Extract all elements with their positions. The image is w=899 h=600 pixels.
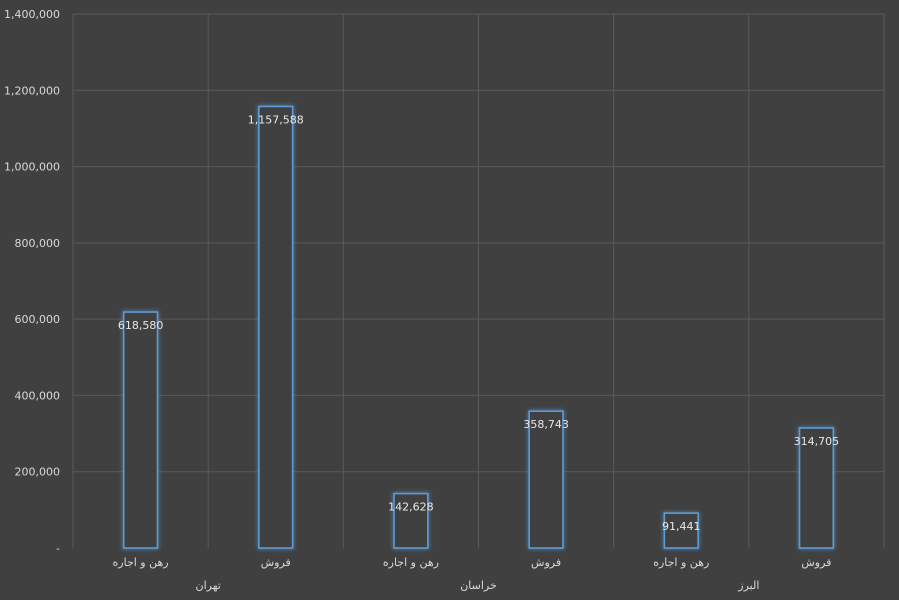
data-label: 358,743 — [523, 418, 569, 431]
data-label: 91,441 — [662, 520, 701, 533]
y-tick-label: - — [56, 542, 60, 555]
data-label: 1,157,588 — [248, 113, 304, 126]
data-label: 142,628 — [388, 501, 434, 514]
y-tick-label: 1,400,000 — [4, 8, 60, 21]
x-category-label: فروش — [261, 556, 291, 569]
x-group-label: تهران — [195, 579, 220, 592]
data-labels: 618,580 1,157,588 142,628 358,743 91,441 314,… — [118, 113, 839, 533]
bar — [122, 311, 159, 549]
y-tick-label: 400,000 — [15, 389, 61, 402]
x-category-label: رهن و اجاره — [653, 556, 709, 569]
y-tick-label: 1,000,000 — [4, 161, 60, 174]
x-axis: رهن و اجاره فروش رهن و اجاره فروش رهن و اجار… — [113, 556, 832, 592]
y-tick-label: 800,000 — [15, 237, 61, 250]
x-category-label: فروش — [801, 556, 831, 569]
x-category-label: فروش — [531, 556, 561, 569]
bar — [798, 427, 835, 549]
y-tick-label: 200,000 — [15, 466, 61, 479]
x-group-label: البرز — [737, 579, 759, 592]
bar — [663, 512, 699, 549]
x-category-label: رهن و اجاره — [113, 556, 169, 569]
x-category-label: رهن و اجاره — [383, 556, 439, 569]
bars — [122, 105, 835, 549]
data-label: 618,580 — [118, 319, 164, 332]
y-tick-label: 600,000 — [15, 313, 61, 326]
gridlines — [72, 13, 885, 548]
data-label: 314,705 — [794, 435, 840, 448]
bar — [528, 410, 564, 549]
x-group-label: خراسان — [460, 579, 497, 592]
bar — [393, 492, 429, 549]
y-tick-label: 1,200,000 — [4, 84, 60, 97]
y-axis: - 200,000 400,000 600,000 800,000 1,000,000 1,… — [4, 8, 60, 555]
bar — [258, 105, 294, 549]
